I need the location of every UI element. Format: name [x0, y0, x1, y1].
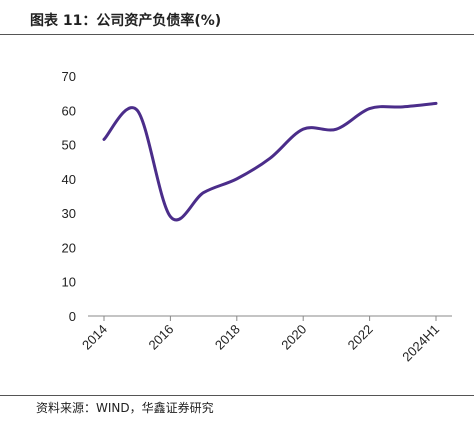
series-line [102, 101, 438, 222]
x-tick-label: 2014 [79, 322, 110, 353]
x-axis-ticks: 2014 2016 2018 2020 2022 2024H1 [79, 316, 442, 364]
x-tick-label: 2018 [212, 322, 243, 353]
y-axis-ticks: 0 10 20 30 40 50 60 70 [62, 69, 76, 324]
y-tick-label: 0 [69, 309, 76, 324]
x-tick-label: 2022 [345, 322, 376, 353]
top-rule [0, 34, 474, 35]
bottom-rule [0, 395, 474, 396]
y-tick-label: 40 [62, 172, 76, 187]
y-tick-label: 50 [62, 138, 76, 153]
x-tick-label: 2020 [278, 322, 309, 353]
y-tick-label: 60 [62, 103, 76, 118]
x-tick-label: 2024H1 [399, 322, 442, 365]
figure-title: 图表 11：公司资产负债率(%) [30, 13, 222, 29]
y-tick-label: 20 [62, 240, 76, 255]
y-tick-label: 30 [62, 206, 76, 221]
y-tick-label: 70 [62, 69, 76, 84]
x-tick-label: 2016 [145, 322, 176, 353]
source-note: 资料来源：WIND，华鑫证券研究 [36, 401, 214, 415]
y-tick-label: 10 [62, 275, 76, 290]
